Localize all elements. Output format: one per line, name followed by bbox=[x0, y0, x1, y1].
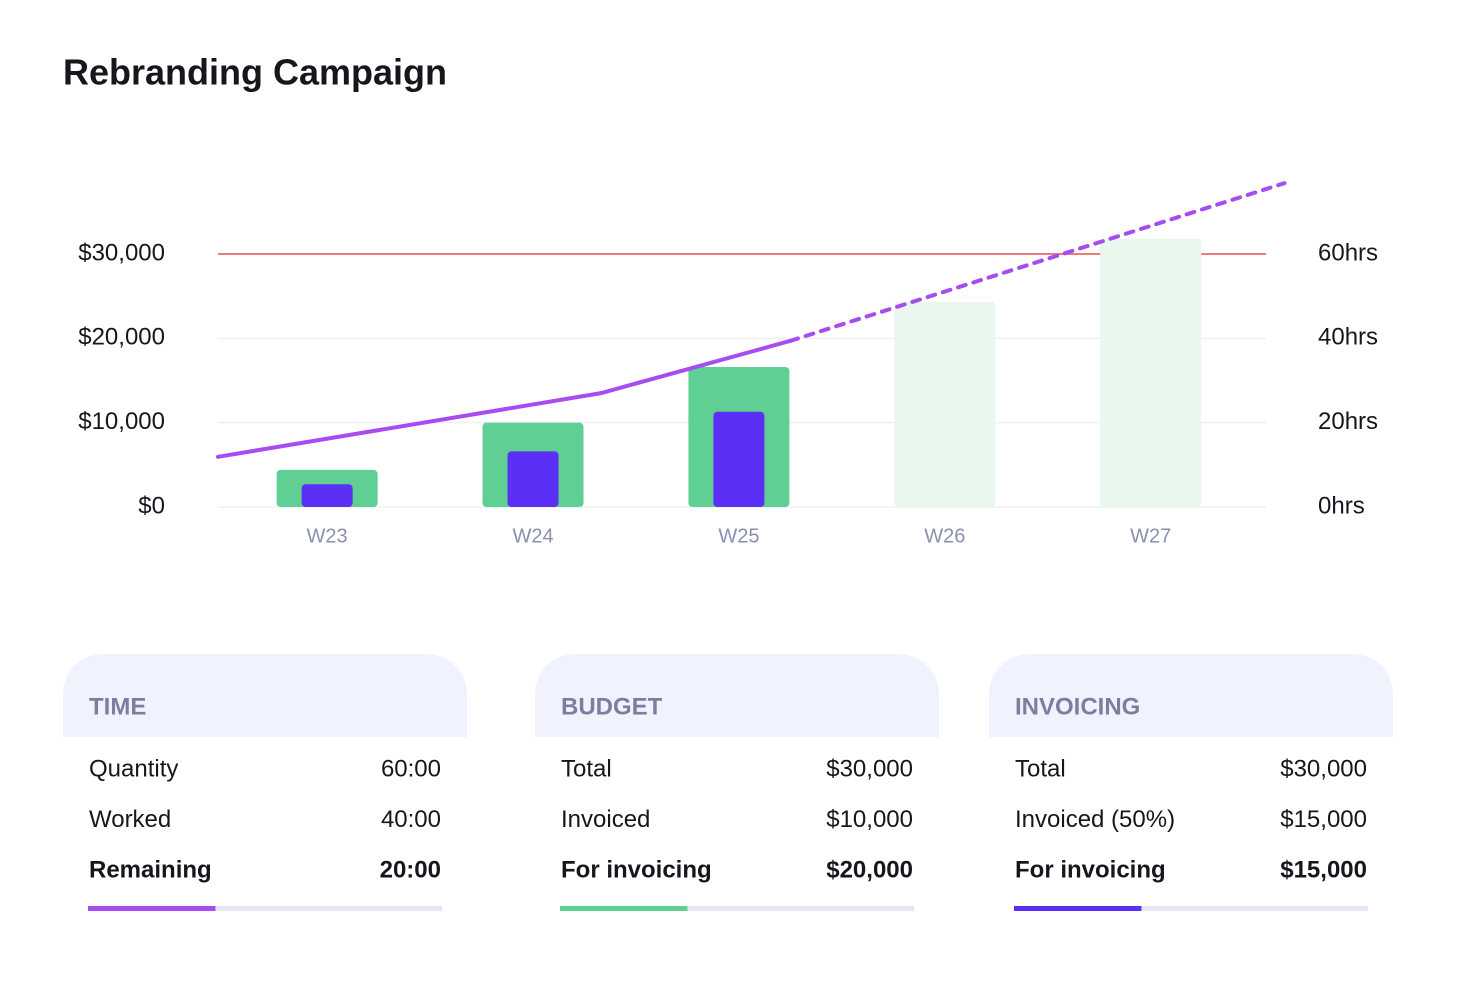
card-title: BUDGET bbox=[561, 693, 663, 720]
y-tick-label: $10,000 bbox=[78, 408, 165, 435]
x-tick-label: W26 bbox=[924, 525, 965, 547]
y2-tick-label: 20hrs bbox=[1318, 408, 1378, 435]
row-value: 20:00 bbox=[380, 856, 441, 883]
x-tick-label: W25 bbox=[718, 525, 759, 547]
row-value: 60:00 bbox=[381, 755, 441, 782]
row-label: Quantity bbox=[89, 755, 178, 782]
row-value: $20,000 bbox=[826, 856, 913, 883]
row-label: Remaining bbox=[89, 856, 212, 883]
row-label: Worked bbox=[89, 806, 171, 833]
row-label: Invoiced bbox=[561, 806, 650, 833]
bar bbox=[301, 484, 353, 507]
row-label: Invoiced (50%) bbox=[1015, 806, 1175, 833]
card-header bbox=[535, 654, 939, 737]
progress-fill bbox=[88, 906, 216, 911]
card-header bbox=[989, 654, 1393, 737]
y2-tick-label: 60hrs bbox=[1318, 239, 1378, 266]
row-label: For invoicing bbox=[1015, 856, 1166, 883]
x-tick-label: W24 bbox=[512, 525, 553, 547]
y-tick-label: $20,000 bbox=[78, 324, 165, 351]
progress-track bbox=[560, 906, 914, 911]
hours-line bbox=[216, 338, 793, 459]
row-value: $15,000 bbox=[1280, 856, 1367, 883]
page-title: Rebranding Campaign bbox=[63, 52, 447, 93]
row-value: $10,000 bbox=[826, 806, 913, 833]
row-label: Total bbox=[1015, 755, 1066, 782]
row-label: For invoicing bbox=[561, 856, 712, 883]
y2-tick-label: 0hrs bbox=[1318, 492, 1365, 519]
row-value: 40:00 bbox=[381, 806, 441, 833]
progress-fill bbox=[1014, 906, 1142, 911]
x-tick-label: W23 bbox=[307, 525, 348, 547]
progress-track bbox=[88, 906, 442, 911]
y2-tick-label: 40hrs bbox=[1318, 324, 1378, 351]
bar bbox=[894, 302, 996, 507]
bar bbox=[507, 451, 559, 507]
x-tick-label: W27 bbox=[1130, 525, 1171, 547]
hours-line bbox=[788, 181, 1287, 343]
card-title: TIME bbox=[89, 693, 146, 720]
y-tick-label: $0 bbox=[138, 492, 165, 519]
y-tick-label: $30,000 bbox=[78, 239, 165, 266]
card-title: INVOICING bbox=[1015, 693, 1140, 720]
row-value: $30,000 bbox=[826, 755, 913, 782]
row-label: Total bbox=[561, 755, 612, 782]
row-value: $30,000 bbox=[1280, 755, 1367, 782]
progress-fill bbox=[560, 906, 688, 911]
progress-track bbox=[1014, 906, 1368, 911]
bar bbox=[1100, 238, 1202, 508]
card-header bbox=[63, 654, 467, 737]
row-value: $15,000 bbox=[1280, 806, 1367, 833]
bar bbox=[713, 411, 765, 507]
